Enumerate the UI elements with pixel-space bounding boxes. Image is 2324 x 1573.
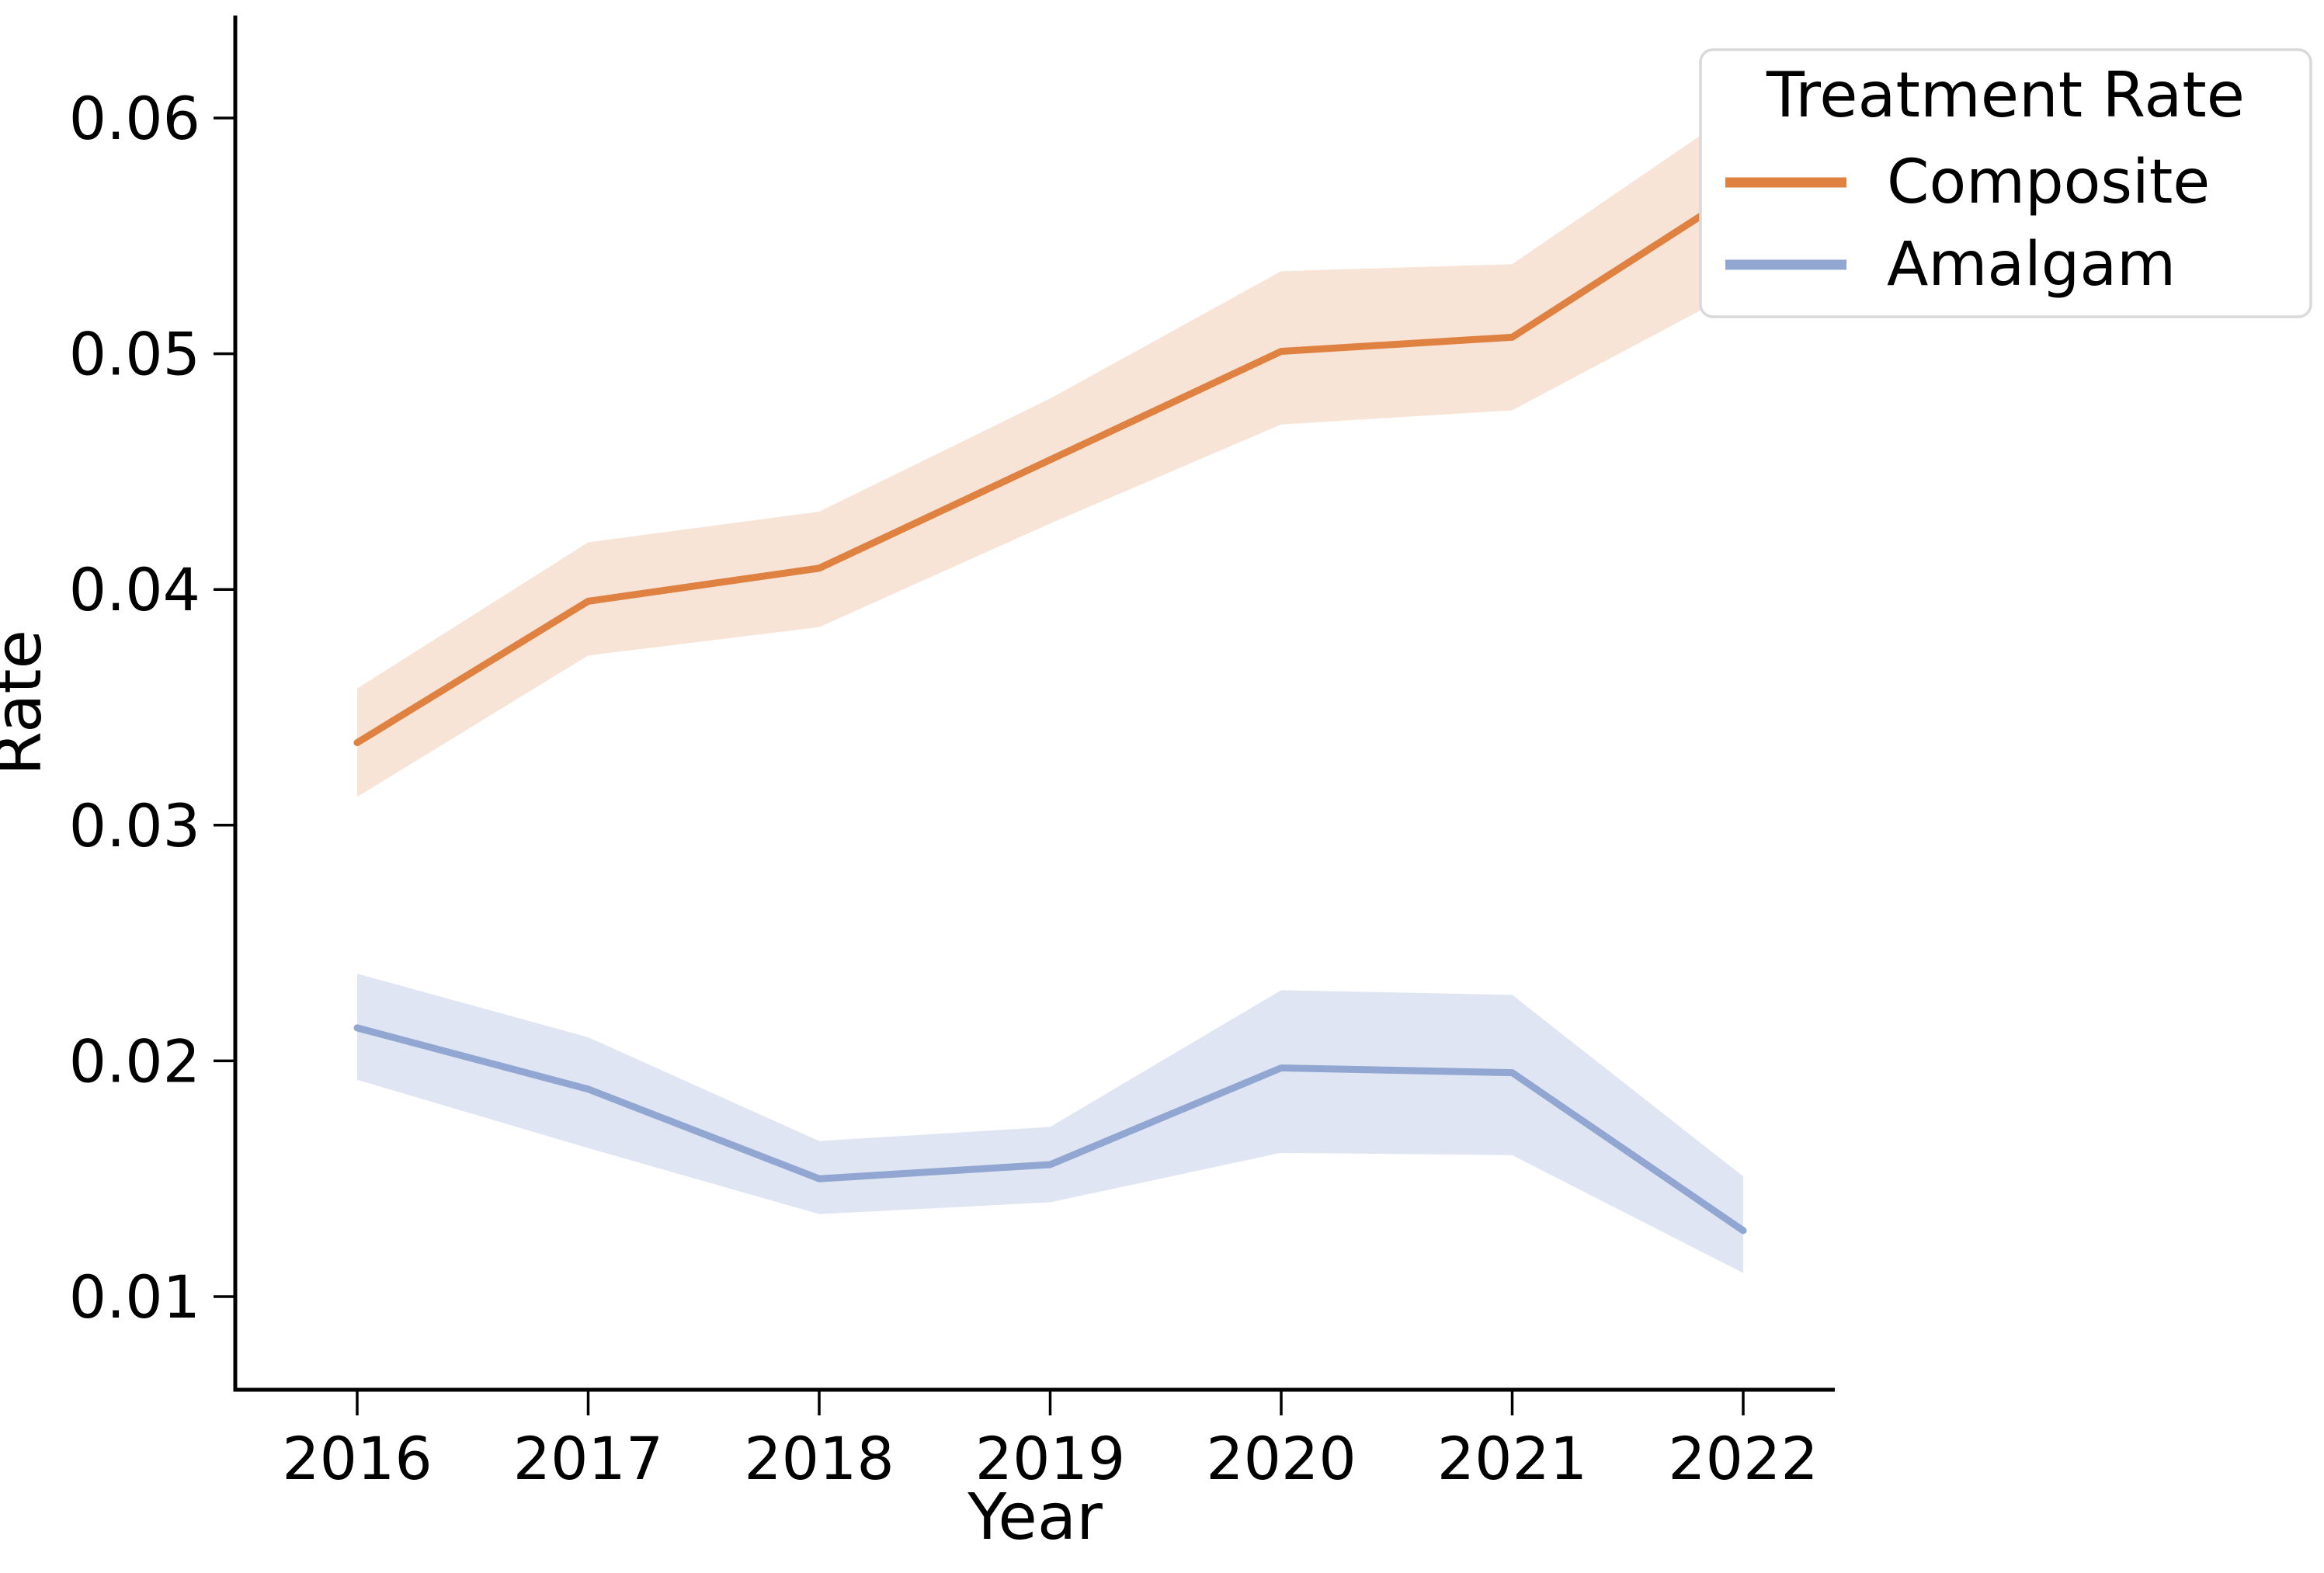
- legend-entry-composite: Composite: [1725, 148, 2210, 217]
- legend-label-amalgam: Amalgam: [1887, 230, 2176, 300]
- y-axis-ticks: 0.01 0.02 0.03 0.04 0.05 0.06: [69, 84, 235, 1332]
- amalgam-ci-band: [357, 974, 1743, 1273]
- y-axis: 0.01 0.02 0.03 0.04 0.05 0.06 Rate: [0, 16, 238, 1392]
- y-axis-label: Rate: [0, 630, 56, 776]
- plot-area: [353, 106, 1747, 1273]
- x-axis: 2016 2017 2018 2019 2020 2021 2022 Year: [233, 1387, 1835, 1554]
- x-tick-label: 2022: [1668, 1424, 1818, 1493]
- legend-label-composite: Composite: [1887, 148, 2210, 217]
- y-tick-label: 0.04: [69, 555, 200, 624]
- x-tick-label: 2021: [1437, 1424, 1587, 1493]
- y-tick-label: 0.06: [69, 84, 200, 153]
- y-tick-label: 0.02: [69, 1026, 200, 1096]
- composite-line: [353, 185, 1747, 747]
- legend-title: Treatment Rate: [1766, 59, 2245, 131]
- x-tick-label: 2020: [1206, 1424, 1356, 1493]
- x-axis-ticks: 2016 2017 2018 2019 2020 2021 2022: [282, 1391, 1819, 1493]
- x-tick-label: 2016: [282, 1424, 432, 1493]
- x-tick-label: 2019: [975, 1424, 1125, 1493]
- amalgam-line: [353, 1024, 1747, 1234]
- legend-box: [1699, 48, 2312, 318]
- x-tick-label: 2017: [513, 1424, 663, 1493]
- legend: Treatment Rate Composite Amalgam: [1699, 48, 2312, 318]
- legend-entry-amalgam: Amalgam: [1725, 230, 2176, 300]
- x-axis-label: Year: [967, 1481, 1103, 1554]
- y-tick-label: 0.01: [69, 1262, 200, 1332]
- y-tick-label: 0.03: [69, 791, 200, 860]
- y-tick-label: 0.05: [69, 320, 200, 389]
- composite-ci-band: [357, 106, 1743, 797]
- x-tick-label: 2018: [744, 1424, 894, 1493]
